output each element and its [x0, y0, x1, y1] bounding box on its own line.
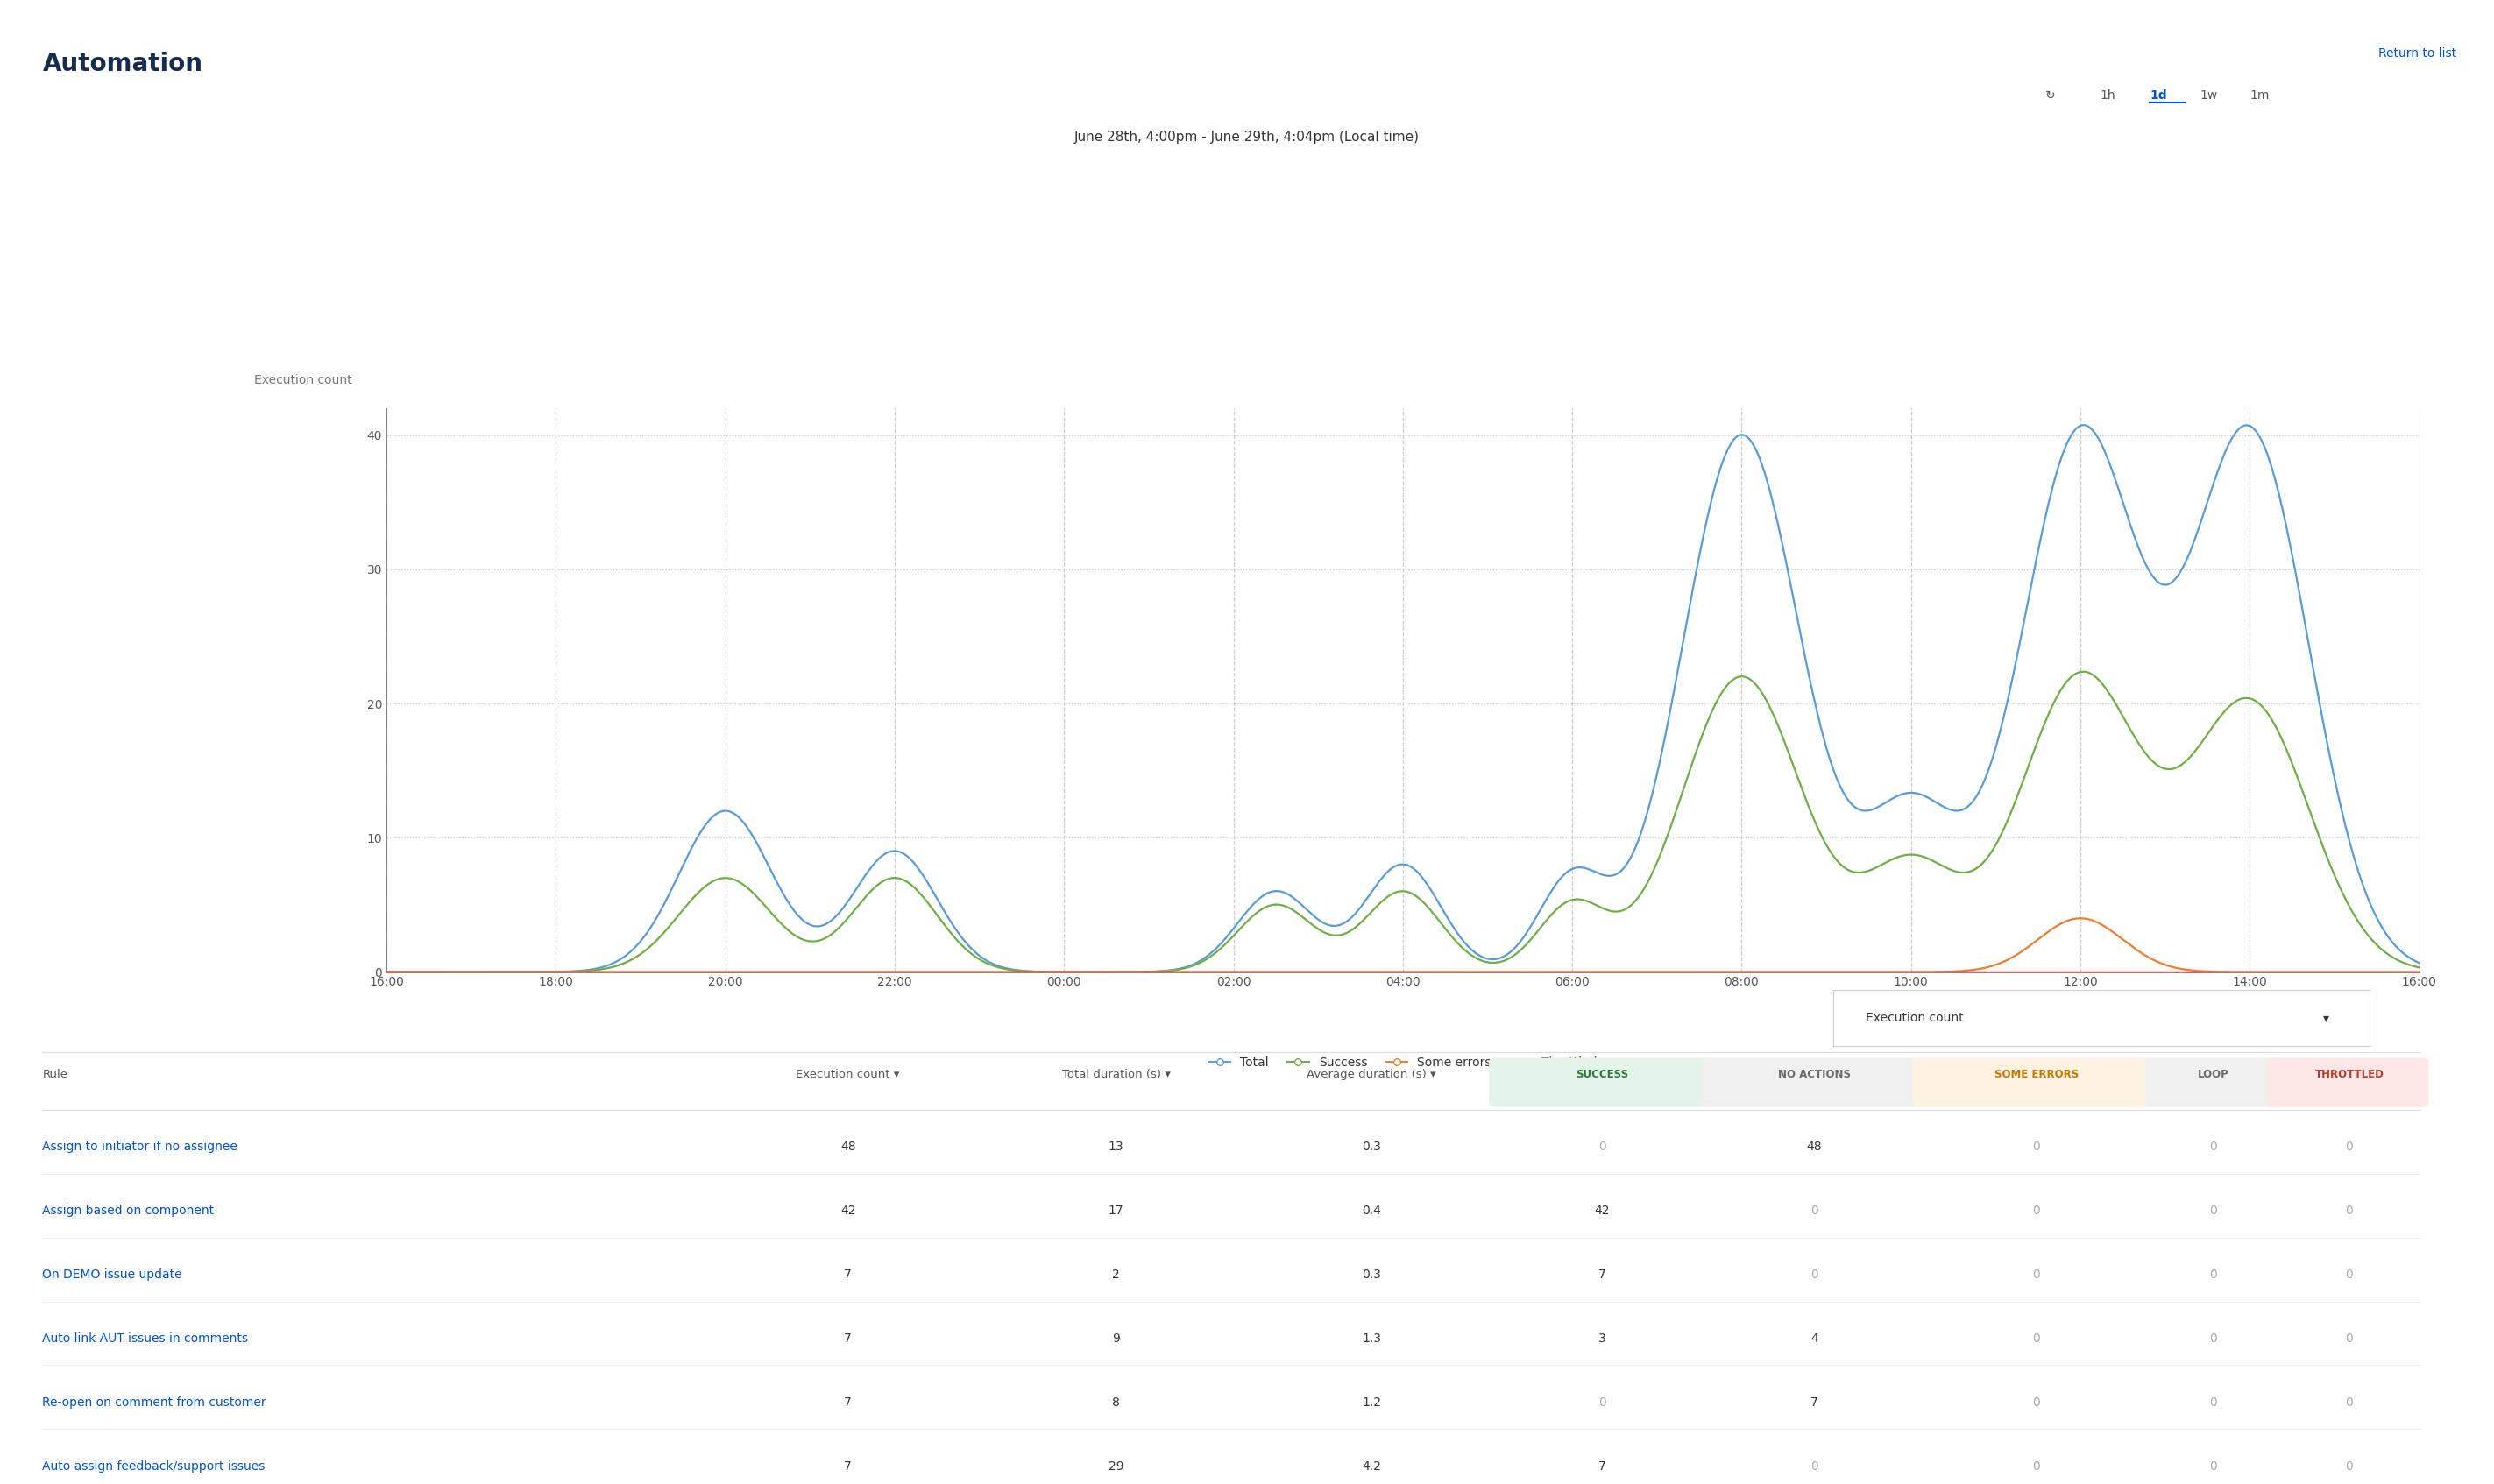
Text: LOOP: LOOP: [2197, 1068, 2230, 1080]
Text: 0: 0: [2033, 1333, 2040, 1345]
Text: 7: 7: [1599, 1460, 1606, 1472]
Text: 0: 0: [2210, 1396, 2217, 1408]
Text: 17: 17: [1107, 1205, 1125, 1217]
Text: 0: 0: [2344, 1205, 2354, 1217]
Text: 0: 0: [2344, 1269, 2354, 1281]
Text: SUCCESS: SUCCESS: [1576, 1068, 1629, 1080]
Text: 0: 0: [1811, 1460, 1818, 1472]
Text: Total duration (s) ▾: Total duration (s) ▾: [1062, 1068, 1170, 1080]
Text: 1.3: 1.3: [1362, 1333, 1382, 1345]
Text: 0: 0: [1811, 1205, 1818, 1217]
Text: Average duration (s) ▾: Average duration (s) ▾: [1307, 1068, 1437, 1080]
Text: Execution count ▾: Execution count ▾: [796, 1068, 900, 1080]
Text: Auto assign feedback/support issues: Auto assign feedback/support issues: [42, 1460, 264, 1472]
Text: 0: 0: [2344, 1396, 2354, 1408]
Text: 0: 0: [2210, 1141, 2217, 1153]
Text: 0: 0: [2344, 1460, 2354, 1472]
Text: 0: 0: [2210, 1333, 2217, 1345]
Text: 7: 7: [843, 1460, 853, 1472]
Text: NO ACTIONS: NO ACTIONS: [1778, 1068, 1851, 1080]
Text: Execution count: Execution count: [1866, 1012, 1963, 1024]
Text: 4: 4: [1811, 1333, 1818, 1345]
Text: THROTTLED: THROTTLED: [2314, 1068, 2384, 1080]
Text: SOME ERRORS: SOME ERRORS: [1995, 1068, 2078, 1080]
Text: 1.2: 1.2: [1362, 1396, 1382, 1408]
Text: Auto link AUT issues in comments: Auto link AUT issues in comments: [42, 1333, 249, 1345]
Text: 8: 8: [1112, 1396, 1120, 1408]
Text: 0: 0: [1599, 1141, 1606, 1153]
Text: 0: 0: [2210, 1205, 2217, 1217]
Text: 0.3: 0.3: [1362, 1141, 1382, 1153]
Text: 29: 29: [1107, 1460, 1125, 1472]
Text: 3: 3: [1599, 1333, 1606, 1345]
Text: 0.3: 0.3: [1362, 1269, 1382, 1281]
Text: 0: 0: [2344, 1141, 2354, 1153]
Text: Execution count: Execution count: [254, 374, 352, 386]
Text: 9: 9: [1112, 1333, 1120, 1345]
Text: 42: 42: [1594, 1205, 1611, 1217]
Text: 0.4: 0.4: [1362, 1205, 1382, 1217]
Text: 7: 7: [843, 1269, 853, 1281]
Text: 7: 7: [843, 1333, 853, 1345]
Text: Assign to initiator if no assignee: Assign to initiator if no assignee: [42, 1141, 237, 1153]
Text: ▾: ▾: [2324, 1012, 2329, 1024]
Text: 48: 48: [840, 1141, 855, 1153]
Text: June 28th, 4:00pm - June 29th, 4:04pm (Local time): June 28th, 4:00pm - June 29th, 4:04pm (L…: [1075, 131, 1419, 144]
Text: 0: 0: [2344, 1333, 2354, 1345]
Text: 7: 7: [843, 1396, 853, 1408]
Text: On DEMO issue update: On DEMO issue update: [42, 1269, 182, 1281]
Text: 1m: 1m: [2250, 89, 2270, 101]
Text: 0: 0: [2033, 1269, 2040, 1281]
Legend: Total, Success, Some errors, Throttled: Total, Success, Some errors, Throttled: [1205, 1051, 1601, 1073]
Text: 4.2: 4.2: [1362, 1460, 1382, 1472]
Text: 0: 0: [2033, 1396, 2040, 1408]
Text: 0: 0: [2033, 1460, 2040, 1472]
Text: Re-open on comment from customer: Re-open on comment from customer: [42, 1396, 267, 1408]
Text: 0: 0: [1811, 1269, 1818, 1281]
Text: 1h: 1h: [2100, 89, 2115, 101]
Text: 2: 2: [1112, 1269, 1120, 1281]
Text: 1w: 1w: [2200, 89, 2217, 101]
Text: 0: 0: [2033, 1205, 2040, 1217]
Text: Rule: Rule: [42, 1068, 67, 1080]
Text: 0: 0: [2210, 1460, 2217, 1472]
Text: 0: 0: [2210, 1269, 2217, 1281]
Text: 7: 7: [1811, 1396, 1818, 1408]
Text: 48: 48: [1806, 1141, 1823, 1153]
Text: 13: 13: [1107, 1141, 1125, 1153]
Text: 42: 42: [840, 1205, 855, 1217]
Text: 1d: 1d: [2150, 89, 2167, 101]
Text: Assign based on component: Assign based on component: [42, 1205, 214, 1217]
Text: 7: 7: [1599, 1269, 1606, 1281]
Text: ↻: ↻: [2045, 89, 2055, 101]
Text: 0: 0: [1599, 1396, 1606, 1408]
Text: Automation: Automation: [42, 52, 202, 77]
Text: 0: 0: [2033, 1141, 2040, 1153]
Text: Return to list: Return to list: [2379, 47, 2457, 59]
